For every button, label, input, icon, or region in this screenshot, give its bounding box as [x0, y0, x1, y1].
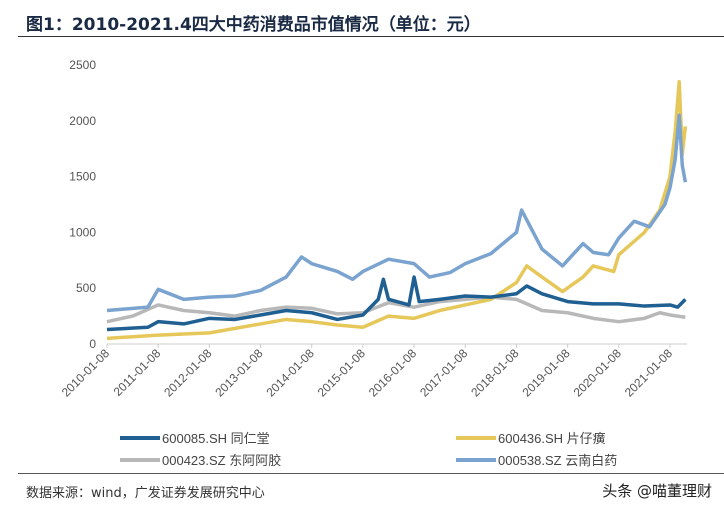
- x-tick-label: 2018-01-08: [468, 346, 522, 400]
- source-note: 数据来源：wind，广发证券发展研究中心: [26, 486, 265, 501]
- watermark: 头条 @喵董理财: [602, 482, 712, 500]
- series-line: [106, 295, 686, 324]
- title-divider: [18, 36, 724, 37]
- x-tick-label: 2016-01-08: [366, 346, 420, 400]
- footer-divider: [18, 473, 724, 474]
- legend-label: 000538.SZ 云南白药: [498, 453, 617, 468]
- x-tick-label: 2020-01-08: [571, 346, 625, 400]
- x-tick-label: 2019-01-08: [519, 346, 573, 400]
- legend-label: 600436.SH 片仔癀: [498, 431, 606, 446]
- series-line: [106, 275, 687, 332]
- x-tick-label: 2013-01-08: [212, 346, 266, 400]
- y-tick-label: 2500: [69, 58, 96, 72]
- x-tick-label: 2017-01-08: [417, 346, 471, 400]
- series-line: [106, 79, 688, 341]
- x-tick-label: 2011-01-08: [111, 346, 164, 399]
- y-tick-label: 0: [89, 337, 96, 351]
- legend-label: 600085.SH 同仁堂: [162, 431, 270, 446]
- series-line: [106, 113, 688, 313]
- x-tick-label: 2015-01-08: [315, 346, 369, 400]
- y-tick-label: 1000: [69, 225, 96, 239]
- x-tick-label: 2010-01-08: [59, 346, 113, 400]
- chart-title: 图1：2010-2021.4四大中药消费品市值情况（单位：元）: [26, 15, 481, 35]
- x-tick-label: 2021-01-08: [622, 346, 676, 400]
- y-tick-label: 500: [76, 281, 96, 295]
- x-tick-label: 2014-01-08: [264, 346, 318, 400]
- y-tick-label: 2000: [69, 114, 96, 128]
- legend-label: 000423.SZ 东阿阿胶: [162, 453, 281, 468]
- y-tick-label: 1500: [69, 170, 96, 184]
- x-tick-label: 2012-01-08: [161, 346, 215, 400]
